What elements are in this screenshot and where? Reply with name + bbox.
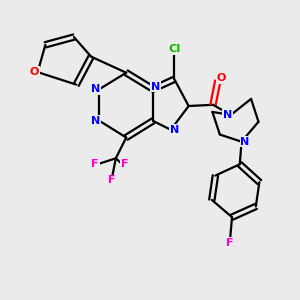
Text: O: O <box>29 67 39 77</box>
Text: N: N <box>241 137 250 147</box>
Text: N: N <box>91 116 101 126</box>
Text: F: F <box>91 159 99 169</box>
Text: Cl: Cl <box>168 44 181 54</box>
Text: N: N <box>151 82 160 92</box>
Text: F: F <box>226 238 234 248</box>
Text: O: O <box>217 73 226 83</box>
Text: N: N <box>223 110 232 120</box>
Text: F: F <box>121 159 128 169</box>
Text: F: F <box>108 175 116 185</box>
Text: N: N <box>170 125 179 135</box>
Text: N: N <box>91 84 101 94</box>
